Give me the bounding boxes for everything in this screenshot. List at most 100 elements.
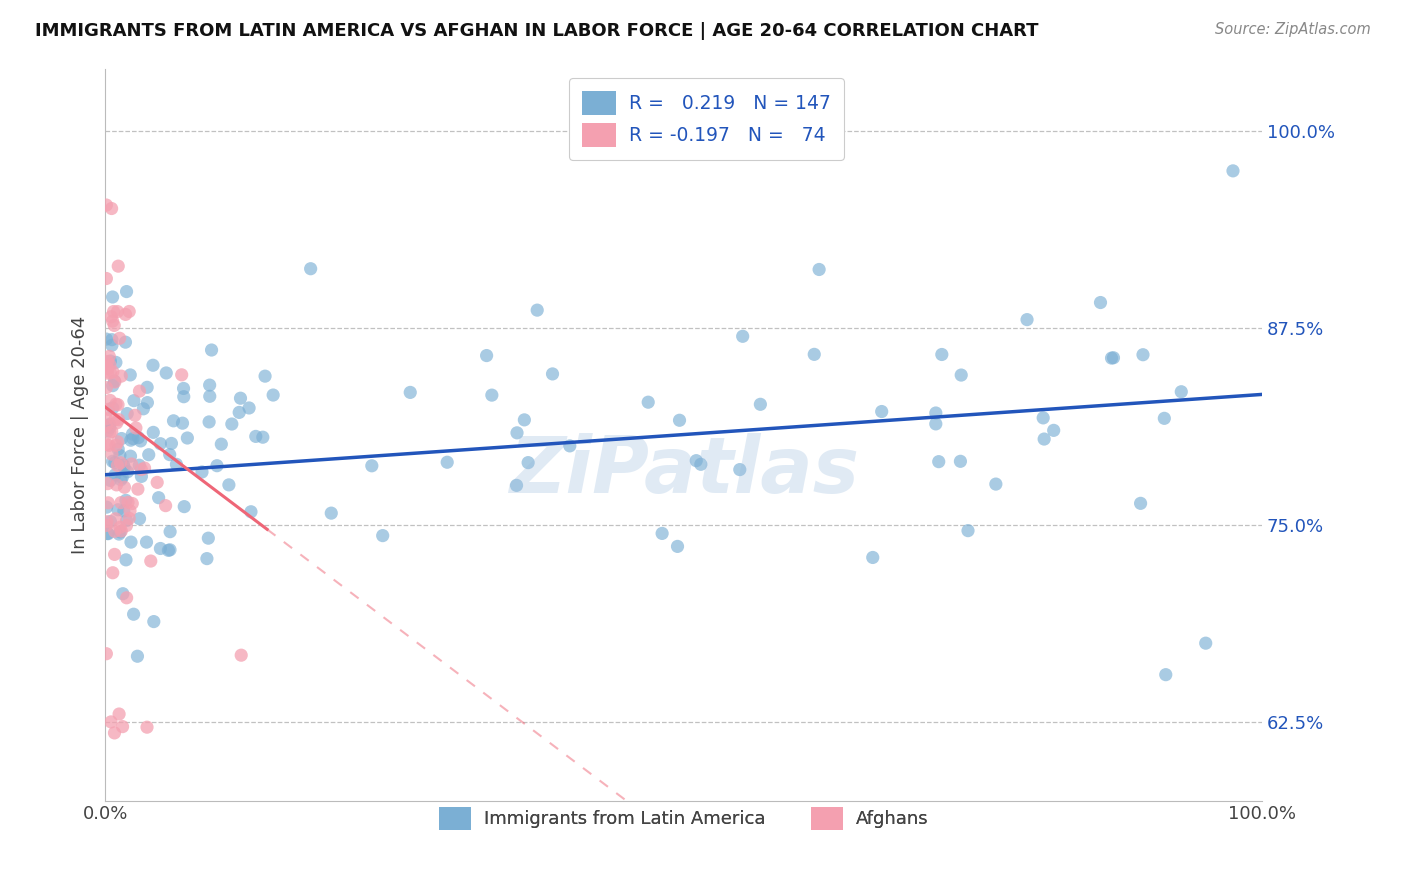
Point [134, 461, 156, 475]
Point [96, 366, 118, 380]
Point [1101, 351, 1123, 365]
Point [685, 453, 707, 467]
Point [1195, 636, 1218, 650]
Point [96, 360, 118, 375]
Point [103, 374, 125, 388]
Point [541, 367, 564, 381]
Point [191, 465, 214, 479]
Point [107, 412, 129, 426]
Point [128, 384, 150, 398]
Point [176, 431, 198, 445]
Point [97, 496, 120, 510]
Point [808, 262, 831, 277]
Point [100, 354, 122, 368]
Point [101, 290, 124, 304]
Point [118, 304, 141, 318]
Point [165, 458, 187, 472]
Point [118, 504, 141, 518]
Point [127, 431, 149, 445]
Point [1033, 432, 1056, 446]
Point [231, 648, 253, 663]
Point [862, 550, 884, 565]
Point [104, 512, 127, 526]
Point [100, 515, 122, 529]
Point [517, 456, 540, 470]
Point [146, 475, 169, 490]
Point [107, 458, 129, 473]
Point [1154, 667, 1177, 681]
Point [104, 467, 127, 482]
Point [98, 350, 121, 364]
Point [104, 524, 127, 539]
Point [526, 303, 548, 318]
Point [159, 542, 181, 557]
Point [117, 465, 139, 479]
Point [120, 368, 142, 382]
Point [100, 366, 122, 380]
Point [984, 477, 1007, 491]
Point [506, 425, 529, 440]
Point [142, 358, 165, 372]
Point [229, 391, 252, 405]
Point [98, 393, 121, 408]
Point [142, 615, 165, 629]
Point [1222, 164, 1244, 178]
Point [956, 524, 979, 538]
Point [97, 402, 120, 417]
Point [728, 462, 751, 476]
Point [108, 520, 131, 534]
Point [97, 419, 120, 434]
Point [245, 429, 267, 443]
Point [98, 474, 121, 488]
Point [949, 454, 972, 468]
Point [155, 366, 177, 380]
Point [170, 368, 193, 382]
Point [117, 495, 139, 509]
Point [96, 271, 118, 285]
Point [121, 427, 143, 442]
Point [110, 456, 132, 470]
Point [101, 333, 124, 347]
Point [142, 425, 165, 440]
Point [157, 543, 180, 558]
Point [254, 369, 277, 384]
Point [96, 437, 118, 451]
Point [121, 457, 143, 471]
Point [105, 416, 128, 430]
Point [103, 726, 125, 740]
Point [198, 415, 221, 429]
Point [114, 308, 136, 322]
Point [101, 338, 124, 352]
Point [149, 436, 172, 450]
Point [436, 455, 458, 469]
Point [1015, 312, 1038, 326]
Point [96, 418, 118, 433]
Point [131, 462, 153, 476]
Point [115, 518, 138, 533]
Point [321, 506, 343, 520]
Point [114, 480, 136, 494]
Point [100, 202, 122, 216]
Point [114, 335, 136, 350]
Point [104, 456, 127, 470]
Point [209, 437, 232, 451]
Point [173, 381, 195, 395]
Point [666, 540, 689, 554]
Point [97, 424, 120, 438]
Point [159, 524, 181, 539]
Point [803, 347, 825, 361]
Point [107, 398, 129, 412]
Point [172, 416, 194, 430]
Point [205, 458, 228, 473]
Point [96, 500, 118, 515]
Point [107, 304, 129, 318]
Point [1170, 384, 1192, 399]
Point [1102, 351, 1125, 365]
Point [221, 417, 243, 431]
Point [475, 349, 498, 363]
Point [107, 502, 129, 516]
Point [749, 397, 772, 411]
Point [120, 433, 142, 447]
Point [103, 304, 125, 318]
Text: ZiPatlas: ZiPatlas [509, 434, 859, 509]
